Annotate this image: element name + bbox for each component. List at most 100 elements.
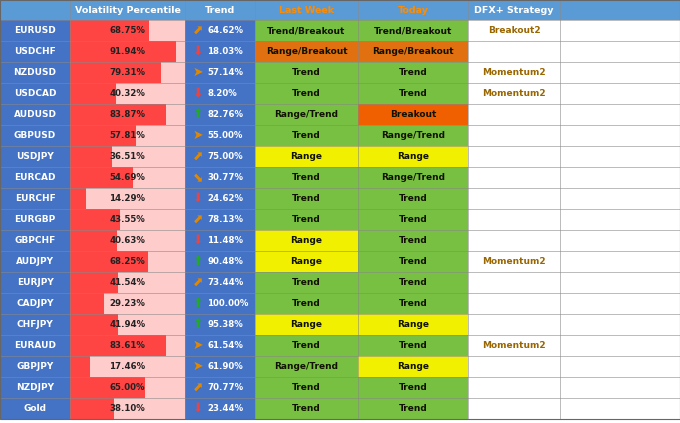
Text: Range: Range xyxy=(397,362,429,371)
Bar xyxy=(468,230,560,251)
Bar xyxy=(70,398,114,419)
Bar xyxy=(0,251,70,272)
Bar xyxy=(70,104,185,125)
Bar xyxy=(70,146,112,167)
Bar xyxy=(468,41,560,62)
Bar xyxy=(255,293,358,314)
Bar xyxy=(358,188,468,209)
Text: ⬆: ⬆ xyxy=(193,318,203,331)
Bar xyxy=(70,83,116,104)
Bar xyxy=(358,41,468,62)
Bar xyxy=(70,188,185,209)
Bar xyxy=(70,41,175,62)
Text: Range: Range xyxy=(397,152,429,161)
Text: Trend: Trend xyxy=(398,89,427,98)
Text: ➤: ➤ xyxy=(193,129,203,142)
Bar xyxy=(358,146,468,167)
Text: 40.32%: 40.32% xyxy=(109,89,146,98)
Bar xyxy=(255,167,358,188)
Text: Momentum2: Momentum2 xyxy=(482,68,546,77)
Text: Trend: Trend xyxy=(292,131,321,140)
Text: Today: Today xyxy=(398,5,428,14)
Text: Momentum2: Momentum2 xyxy=(482,89,546,98)
Text: USDCAD: USDCAD xyxy=(14,89,56,98)
Text: ⬈: ⬈ xyxy=(193,276,203,289)
Text: Range: Range xyxy=(290,320,322,329)
Bar xyxy=(468,62,560,83)
Bar xyxy=(468,377,560,398)
Text: Trend/Breakout: Trend/Breakout xyxy=(374,26,452,35)
Bar xyxy=(70,293,185,314)
Bar xyxy=(0,83,70,104)
Text: CHFJPY: CHFJPY xyxy=(16,320,53,329)
Bar xyxy=(358,20,468,41)
Bar xyxy=(185,146,255,167)
Bar xyxy=(185,356,255,377)
Bar xyxy=(358,377,468,398)
Bar xyxy=(0,293,70,314)
Text: Trend: Trend xyxy=(398,68,427,77)
Text: EURAUD: EURAUD xyxy=(14,341,56,350)
Text: Trend: Trend xyxy=(292,341,321,350)
Bar xyxy=(70,209,185,230)
Bar xyxy=(468,398,560,419)
Text: Trend: Trend xyxy=(398,404,427,413)
Bar xyxy=(70,314,185,335)
Bar xyxy=(255,209,358,230)
Bar xyxy=(0,41,70,62)
Text: 65.00%: 65.00% xyxy=(109,383,146,392)
Bar xyxy=(185,167,255,188)
Bar xyxy=(70,83,185,104)
Bar xyxy=(185,125,255,146)
Bar xyxy=(468,125,560,146)
Text: 61.90%: 61.90% xyxy=(207,362,243,371)
Bar xyxy=(468,356,560,377)
Bar xyxy=(468,146,560,167)
Text: 70.77%: 70.77% xyxy=(207,383,243,392)
Text: Trend: Trend xyxy=(292,404,321,413)
Text: ⬈: ⬈ xyxy=(193,381,203,394)
Bar xyxy=(468,209,560,230)
Bar xyxy=(70,356,185,377)
Bar xyxy=(70,356,90,377)
Bar xyxy=(468,167,560,188)
Text: 30.77%: 30.77% xyxy=(207,173,243,182)
Text: Trend: Trend xyxy=(205,5,235,14)
Bar xyxy=(70,146,185,167)
Bar xyxy=(185,335,255,356)
Text: Trend: Trend xyxy=(398,383,427,392)
Bar xyxy=(358,272,468,293)
Bar xyxy=(70,167,133,188)
Text: Trend: Trend xyxy=(398,236,427,245)
Text: Last Week: Last Week xyxy=(279,5,334,14)
Bar xyxy=(0,62,70,83)
Bar xyxy=(358,209,468,230)
Bar xyxy=(255,335,358,356)
Text: Trend: Trend xyxy=(398,278,427,287)
Text: Range: Range xyxy=(290,257,322,266)
Text: 82.76%: 82.76% xyxy=(207,110,243,119)
Bar xyxy=(0,167,70,188)
Text: EURJPY: EURJPY xyxy=(16,278,53,287)
Bar xyxy=(0,125,70,146)
Bar xyxy=(70,377,145,398)
Text: AUDJPY: AUDJPY xyxy=(16,257,54,266)
Bar xyxy=(358,104,468,125)
Bar xyxy=(255,272,358,293)
Text: 64.62%: 64.62% xyxy=(207,26,243,35)
Bar xyxy=(70,251,148,272)
Bar xyxy=(185,188,255,209)
Bar xyxy=(185,398,255,419)
Text: ⬆: ⬆ xyxy=(193,297,203,310)
Text: Range: Range xyxy=(397,320,429,329)
Text: 55.00%: 55.00% xyxy=(207,131,242,140)
Bar xyxy=(70,377,185,398)
Text: 41.94%: 41.94% xyxy=(109,320,146,329)
Text: ⬈: ⬈ xyxy=(193,24,203,37)
Bar xyxy=(0,20,70,41)
Bar xyxy=(468,251,560,272)
Bar xyxy=(358,335,468,356)
Bar xyxy=(0,335,70,356)
Bar xyxy=(255,83,358,104)
Text: Trend: Trend xyxy=(292,278,321,287)
